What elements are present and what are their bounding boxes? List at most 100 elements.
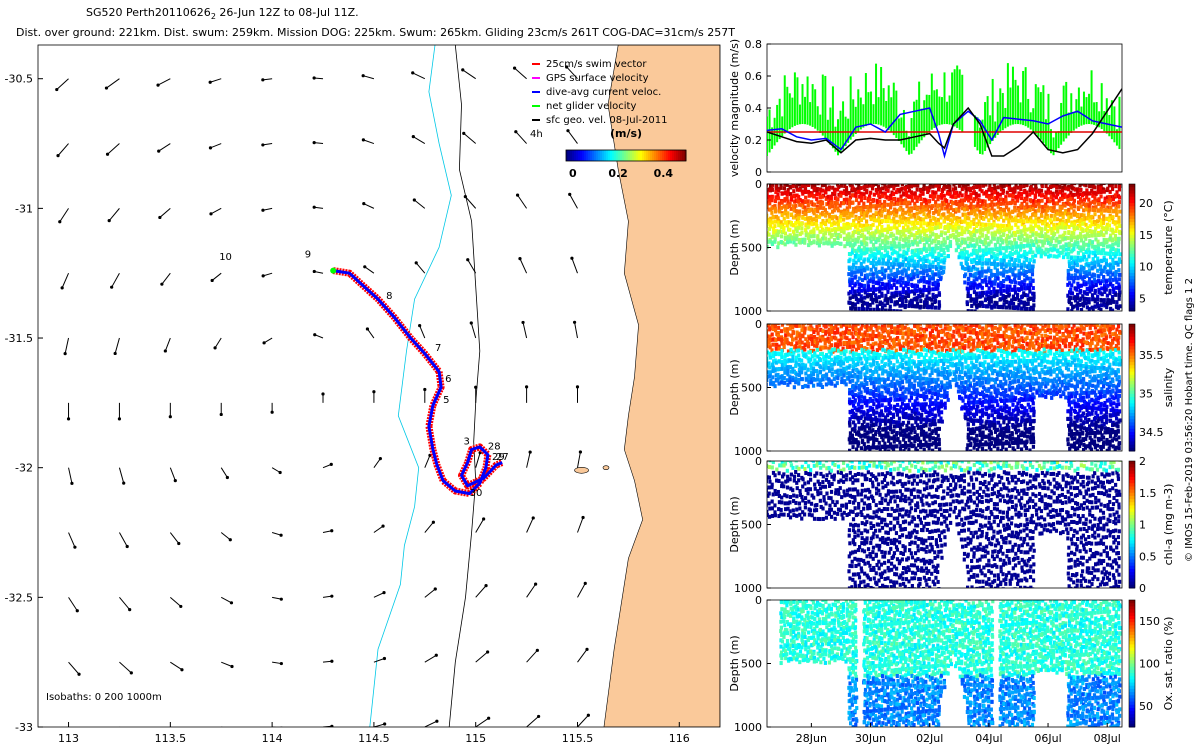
section-sample xyxy=(838,338,842,343)
section-sample xyxy=(1019,192,1024,197)
section-sample xyxy=(1019,265,1023,270)
section-sample xyxy=(1040,227,1044,232)
section-sample xyxy=(931,179,934,183)
section-sample xyxy=(800,340,804,345)
section-sample xyxy=(1055,184,1059,188)
section-sample xyxy=(844,185,849,190)
section-sample xyxy=(887,184,891,189)
section-sample xyxy=(949,206,953,211)
section-sample xyxy=(976,267,980,272)
section-sample xyxy=(969,297,973,302)
section-sample xyxy=(770,187,774,192)
section-sample xyxy=(919,202,924,207)
section-sample xyxy=(887,197,891,202)
section-sample xyxy=(874,188,879,193)
section-sample xyxy=(1010,247,1014,252)
section-sample xyxy=(1087,271,1091,276)
section-sample xyxy=(778,209,782,214)
section-sample xyxy=(900,212,905,217)
section-sample xyxy=(940,230,944,235)
section-sample xyxy=(996,283,1000,288)
section-sample xyxy=(776,233,780,238)
section-sample xyxy=(930,226,934,231)
section-sample xyxy=(881,240,885,245)
section-sample xyxy=(862,268,866,273)
section-sample xyxy=(989,299,993,304)
section-sample xyxy=(1061,237,1065,242)
section-sample xyxy=(1088,229,1092,234)
section-sample xyxy=(823,341,827,346)
geo-arrow xyxy=(475,585,487,598)
section-sample xyxy=(978,230,983,235)
section-sample xyxy=(869,201,873,206)
section-sample xyxy=(1004,305,1009,310)
section-sample xyxy=(839,228,843,233)
section-sample xyxy=(1084,222,1088,227)
colorbar-cell xyxy=(678,150,681,161)
section-sample xyxy=(990,195,994,200)
section-sample xyxy=(827,365,831,370)
section-sample xyxy=(996,217,1001,222)
section-sample xyxy=(978,187,982,192)
section-sample xyxy=(847,331,851,336)
section-sample xyxy=(850,306,854,311)
section-sample xyxy=(767,244,769,249)
section-sample xyxy=(874,246,878,251)
section-sample xyxy=(901,276,905,281)
section-sample xyxy=(848,319,851,323)
section-sample xyxy=(777,346,781,351)
section-sample xyxy=(995,196,999,201)
section-sample xyxy=(895,226,899,231)
section-sample xyxy=(1106,298,1110,303)
section-sample xyxy=(971,264,976,269)
section-sample xyxy=(865,390,870,395)
section-sample xyxy=(871,342,875,347)
section-sample xyxy=(883,214,887,219)
geo-arrow-head xyxy=(330,724,334,727)
section-sample xyxy=(911,269,915,274)
section-sample xyxy=(883,199,887,204)
section-sample xyxy=(907,220,911,225)
dive-avg-current-track xyxy=(332,269,503,496)
section-sample xyxy=(951,232,955,237)
section-sample xyxy=(1056,229,1060,234)
section-sample xyxy=(906,200,911,205)
section-sample xyxy=(773,206,777,211)
section-sample xyxy=(794,184,799,189)
section-sample xyxy=(773,204,777,209)
section-sample xyxy=(774,346,778,351)
section-sample xyxy=(1019,244,1023,249)
section-sample xyxy=(1028,188,1032,193)
section-sample xyxy=(933,239,937,244)
section-sample xyxy=(996,252,1000,257)
section-sample xyxy=(869,388,873,393)
section-sample xyxy=(771,365,775,370)
geo-arrow-head xyxy=(163,349,167,353)
section-sample xyxy=(880,293,884,298)
section-sample xyxy=(807,359,811,364)
section-sample xyxy=(868,307,873,311)
section-sample xyxy=(949,218,953,223)
section-sample xyxy=(1022,282,1026,287)
colorbar-cell xyxy=(664,150,667,161)
section-sample xyxy=(869,239,873,244)
geo-arrow xyxy=(221,726,223,727)
section-sample xyxy=(860,361,864,366)
section-sample xyxy=(815,224,819,229)
section-sample xyxy=(1045,222,1049,227)
section-sample xyxy=(803,190,807,195)
geo-arrow-head xyxy=(75,609,79,613)
section-sample xyxy=(1037,226,1041,231)
section-sample xyxy=(767,340,771,345)
section-sample xyxy=(794,336,798,341)
geo-arrow-head xyxy=(73,545,77,549)
section-sample xyxy=(1103,289,1107,294)
section-sample xyxy=(801,191,805,196)
section-sample xyxy=(876,184,881,189)
section-sample xyxy=(865,424,869,429)
section-sample xyxy=(913,201,917,206)
section-sample xyxy=(890,231,894,236)
section-sample xyxy=(1019,218,1023,223)
section-sample xyxy=(767,361,771,366)
section-sample xyxy=(877,193,881,198)
